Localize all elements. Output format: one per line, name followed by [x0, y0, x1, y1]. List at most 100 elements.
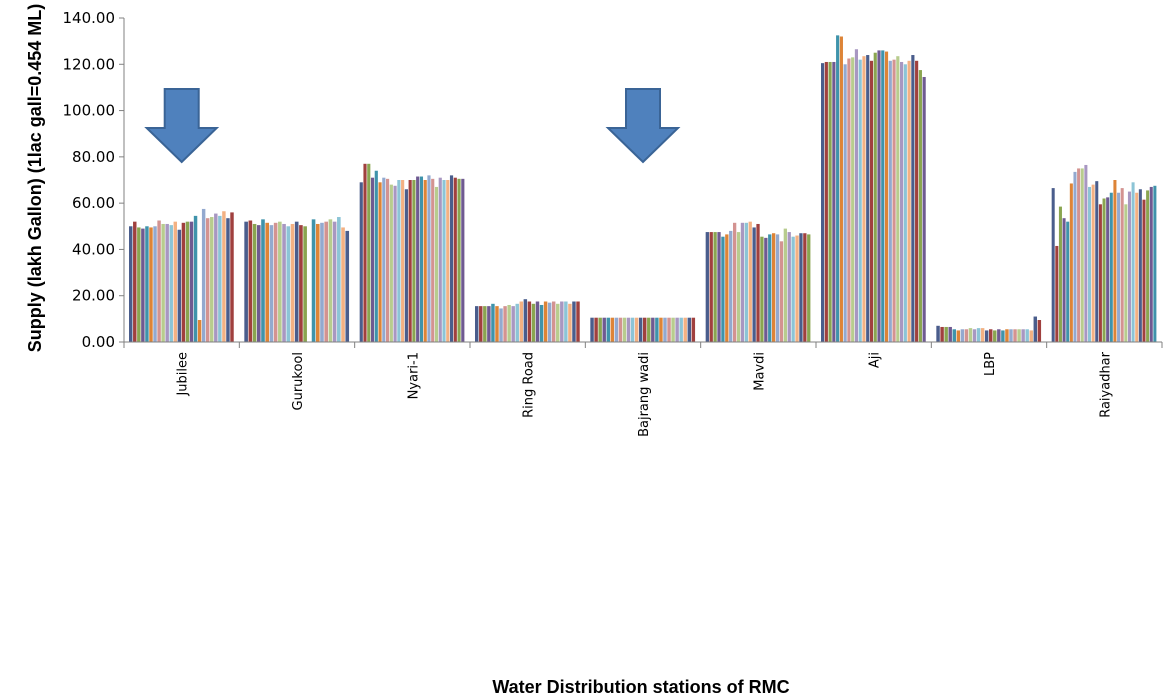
- bar: [1117, 192, 1121, 342]
- bar: [854, 49, 859, 343]
- bar: [161, 223, 165, 342]
- bar: [446, 180, 450, 342]
- bar: [256, 225, 261, 342]
- bar: [386, 178, 390, 342]
- bar: [667, 317, 671, 342]
- bar: [832, 61, 836, 342]
- annotation-layer: [144, 88, 681, 164]
- bar: [278, 221, 282, 342]
- bar: [408, 180, 412, 342]
- bar: [461, 178, 465, 342]
- bar: [265, 222, 270, 342]
- bar: [564, 301, 568, 342]
- bar: [374, 170, 378, 342]
- bar: [416, 176, 420, 342]
- bar: [1062, 218, 1066, 342]
- bar: [149, 227, 153, 342]
- bar: [412, 180, 416, 342]
- x-tick-label: Nyari-1: [406, 352, 421, 399]
- x-tick-label: Jubilee: [176, 352, 191, 397]
- bar: [748, 221, 752, 342]
- bar: [638, 317, 643, 342]
- bar: [1069, 183, 1073, 342]
- bar: [839, 36, 843, 342]
- bar: [877, 50, 881, 343]
- bar: [651, 317, 655, 342]
- y-axis: 0.00 20.00 40.00 60.00 80.00 100.00 120.00 140.…: [63, 9, 125, 351]
- bar: [972, 329, 977, 342]
- bar: [643, 317, 647, 342]
- bar: [169, 225, 173, 342]
- bar: [507, 304, 511, 342]
- bar: [1077, 168, 1081, 342]
- bar: [248, 220, 253, 342]
- bar: [862, 56, 866, 342]
- bar: [717, 232, 721, 342]
- bar: [324, 221, 328, 342]
- bar: [936, 325, 940, 342]
- bar: [821, 63, 825, 342]
- bar: [165, 223, 169, 342]
- bar: [952, 329, 956, 342]
- bar: [634, 317, 639, 342]
- bar: [1142, 199, 1146, 342]
- bar: [915, 60, 919, 343]
- down-arrow-icon: [605, 88, 681, 164]
- bar: [675, 317, 679, 342]
- bar: [218, 215, 222, 342]
- bar: [157, 220, 161, 342]
- bar: [771, 233, 776, 342]
- bar: [736, 232, 741, 342]
- x-tick-label: Bajrang wadi: [637, 352, 652, 437]
- bar: [1001, 330, 1005, 342]
- bar: [721, 236, 725, 342]
- bar: [378, 182, 382, 342]
- bar: [1127, 191, 1131, 342]
- bar: [687, 317, 692, 342]
- bar: [299, 225, 303, 342]
- bar: [606, 317, 610, 342]
- bar: [515, 303, 519, 342]
- bar: [273, 222, 278, 342]
- bar: [598, 317, 602, 342]
- bar: [1080, 168, 1084, 342]
- bar: [475, 306, 479, 342]
- bar: [1017, 329, 1021, 342]
- bar: [495, 306, 499, 342]
- bar: [389, 184, 393, 342]
- bar: [527, 301, 532, 342]
- bar: [572, 301, 576, 342]
- bar: [531, 303, 536, 342]
- bar: [401, 180, 405, 342]
- bar: [1131, 182, 1135, 342]
- bar: [989, 329, 993, 342]
- bar: [881, 50, 885, 343]
- bar: [363, 163, 367, 342]
- bar: [453, 177, 457, 342]
- bar: [370, 177, 375, 342]
- bar: [1055, 245, 1059, 342]
- bar: [1073, 171, 1077, 342]
- bar: [828, 61, 832, 342]
- bar: [1153, 185, 1157, 342]
- bar: [503, 306, 507, 342]
- bar: [290, 223, 295, 342]
- bar: [847, 58, 851, 342]
- bar: [705, 232, 709, 342]
- bar: [1013, 329, 1017, 342]
- x-tick-label: Mavdi: [752, 352, 767, 391]
- bar: [787, 232, 791, 342]
- bar: [551, 301, 556, 342]
- bar: [1005, 329, 1009, 342]
- bar: [1087, 186, 1092, 342]
- bar: [960, 329, 965, 342]
- bar: [944, 326, 948, 342]
- bar: [479, 306, 483, 342]
- bar: [205, 218, 210, 342]
- bar: [382, 177, 386, 342]
- x-tick-label: Ring Road: [522, 352, 537, 418]
- bar: [519, 301, 524, 342]
- bar: [193, 215, 198, 342]
- bar: [419, 176, 424, 342]
- y-tick-label: 60.00: [72, 194, 115, 212]
